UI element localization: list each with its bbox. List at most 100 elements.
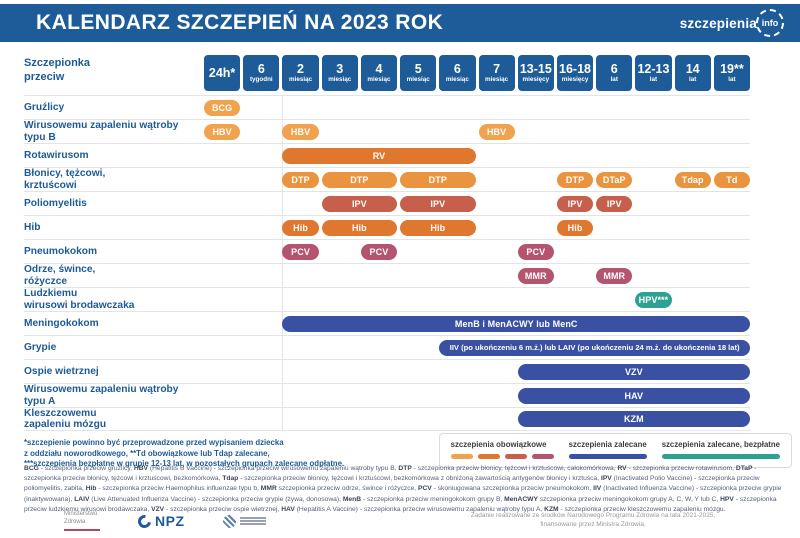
row-label: Błonicy, tężcowi, krztuścowi	[24, 168, 106, 191]
abbr-desc: (Inactivated Polio Vaccine) - szczepionk…	[24, 475, 760, 493]
abbr-key: PCV	[418, 485, 434, 493]
row-label: Odrze, śwince, różyczce	[24, 264, 96, 287]
logo-text: szczepienia	[679, 15, 757, 31]
abbr-desc: - szczepionka przeciw kleszczowemu zapal…	[560, 505, 726, 513]
table-row: Ospie wietrznej VZV	[24, 359, 750, 383]
pill-ipv: IPV	[400, 195, 476, 212]
logo-suffix: info	[761, 18, 779, 28]
ministerstwo-zdrowia-label: Ministerstwo Zdrowia	[64, 511, 98, 525]
pill-hib: Hib	[556, 219, 594, 236]
pill-hib: Hib	[282, 219, 319, 236]
abbr-key: Hib	[85, 485, 99, 493]
column-header-4: 3 miesiąc	[321, 55, 358, 91]
pill-pcv: PCV	[282, 243, 319, 260]
column-header-10: 16-18 miesięcy	[556, 55, 594, 91]
abbr-key: DTaP	[735, 465, 755, 472]
abbr-key: RV	[617, 465, 629, 472]
pill-ipv: IPV	[321, 195, 398, 212]
abbr-desc: (Hepatitis B Vaccine) - szczepionka prze…	[149, 465, 399, 472]
pill-iiv-po-uko-czeniu-6-: IIV (po ukończeniu 6 m.ż.) lub LAIV (po …	[439, 339, 750, 356]
column-header-6: 5 miesiąc	[400, 55, 437, 91]
abbr-desc: - szczepionka przeciw błonicy, tężcowi i…	[240, 475, 601, 483]
pill-pcv: PCV	[360, 243, 398, 260]
table-row: Odrze, śwince, różyczce MMR MMR	[24, 263, 750, 287]
table-rows: Gruźlicy BCG Wirusowemu zapaleniu wątroby …	[24, 95, 750, 431]
table-row: Grypie IIV (po ukończeniu 6 m.ż.) lub LAI…	[24, 335, 750, 359]
column-header-8: 7 miesiąc	[478, 55, 515, 91]
abbr-desc: - skoniugowana szczepionka przeciw pneum…	[433, 485, 594, 493]
table-row: Rotawirusom RV	[24, 143, 750, 167]
legend-label: szczepienia zalecane	[568, 440, 647, 449]
pill-tdap: Tdap	[674, 171, 711, 188]
abbr-desc: - szczepionka przeciw ludzkiemu wirusowi…	[24, 495, 777, 513]
abbr-key: HAV	[281, 505, 297, 513]
row-label: Grypie	[24, 341, 57, 353]
abbr-key: IPV	[600, 475, 614, 483]
table-row: Poliomyelitis IPV IPV IPV IPV	[24, 191, 750, 215]
abbr-key: VZV	[151, 505, 166, 513]
pill-menb-i-menacwy-lub-m: MenB i MenACWY lub MenC	[282, 315, 750, 332]
column-header-7: 6 miesiąc	[439, 55, 476, 91]
row-label: Rotawirusom	[24, 149, 89, 161]
column-header-11: 6 lat	[596, 55, 633, 91]
abbr-key: MMR	[260, 485, 279, 493]
row-label: Gruźlicy	[24, 101, 65, 113]
abbr-desc: - szczepionka przeciw błonicy, tężcowi i…	[413, 465, 618, 472]
legend-label: szczepienia zalecane, bezpłatne	[661, 440, 780, 449]
row-label: Meningokokom	[24, 317, 99, 329]
abbr-key: IIV	[593, 485, 604, 493]
legend-item: szczepienia zalecane, bezpłatne	[661, 440, 780, 459]
abbr-desc: - szczepionka przeciw rotawirusom,	[628, 465, 736, 472]
nizp-pzh-logo	[222, 514, 266, 528]
footnote-line: z oddziału noworodkowego, **Td obowiązko…	[24, 448, 270, 458]
corner-label: Szczepionka przeciw	[24, 57, 91, 83]
table-row: Ludzkiemu wirusowi brodawczaka HPV***	[24, 287, 750, 311]
ministerstwo-zdrowia-logo: Ministerstwo Zdrowia	[64, 511, 100, 531]
pill-dtp: DTP	[321, 171, 398, 188]
pill-hbv: HBV	[204, 123, 241, 140]
abbr-key: KZM	[544, 505, 561, 513]
npz-swirl-icon	[135, 511, 154, 531]
pill-rv: RV	[282, 147, 476, 164]
npz-logo: NPZ	[135, 511, 185, 531]
row-label: Ludzkiemu wirusowi brodawczaka	[24, 288, 135, 311]
pill-hib: Hib	[321, 219, 398, 236]
row-label: Kleszczowemu zapaleniu mózgu	[24, 407, 107, 430]
pill-dtp: DTP	[556, 171, 594, 188]
legend-swatch-teal	[661, 454, 780, 459]
pill-ipv: IPV	[596, 195, 633, 212]
column-header-13: 14 lat	[674, 55, 711, 91]
pill-hav: HAV	[517, 387, 750, 404]
abbr-key: Tdap	[222, 475, 241, 483]
column-header-1: 24h*	[204, 55, 241, 91]
table-header-row: Szczepionka przeciw 24h* 6 tygodni 2 miesiąc…	[24, 55, 750, 93]
row-label: Poliomyelitis	[24, 197, 87, 209]
pill-hbv: HBV	[282, 123, 319, 140]
pill-pcv: PCV	[517, 243, 554, 260]
abbreviations-text: BCG - szczepionka przeciw gruźlicy, HBV …	[24, 464, 790, 515]
abbr-desc: - szczepionka przeciw błonicy, tężcowi i…	[24, 465, 757, 483]
legend: szczepienia obowiązkowe szczepienia zalec…	[438, 433, 792, 468]
abbr-desc: - szczepionka przeciw meningokokom grupy…	[362, 495, 505, 503]
pill-hpv: HPV***	[635, 291, 672, 308]
legend-label: szczepienia obowiązkowe	[450, 440, 547, 449]
footnotes: *szczepienie powinno być przeprowadzone …	[24, 438, 384, 470]
info-circle-icon: info	[756, 9, 784, 37]
npz-label: NPZ	[155, 513, 185, 529]
table-row: Błonicy, tężcowi, krztuścowi DTP DTP DTP DTP…	[24, 167, 750, 191]
table-row: Kleszczowemu zapaleniu mózgu KZM	[24, 407, 750, 431]
abbr-key: MenB	[342, 495, 363, 503]
abbr-desc: (Inactivated Influenza Vaccine) - szczep…	[24, 485, 782, 503]
abbr-desc: szczepionka przeciw meningokokom grupy A…	[539, 495, 721, 503]
row-label: Wirusowemu zapaleniu wątroby typu A	[24, 384, 179, 407]
abbr-key: HPV	[720, 495, 736, 503]
abbr-desc: (Hepatitis A Vaccine) - szczepionka prze…	[296, 505, 545, 513]
footer-note: Zadanie realizowane ze środków Narodoweg…	[470, 512, 716, 529]
pill-hib: Hib	[400, 219, 476, 236]
table-row: Wirusowemu zapaleniu wątroby typu B HBV HB…	[24, 119, 750, 143]
red-underline-bar	[64, 528, 100, 531]
abbr-key: MenACWY	[504, 495, 540, 503]
legend-swatch-light-orange	[450, 454, 473, 459]
pill-dtap: DTaP	[596, 171, 633, 188]
